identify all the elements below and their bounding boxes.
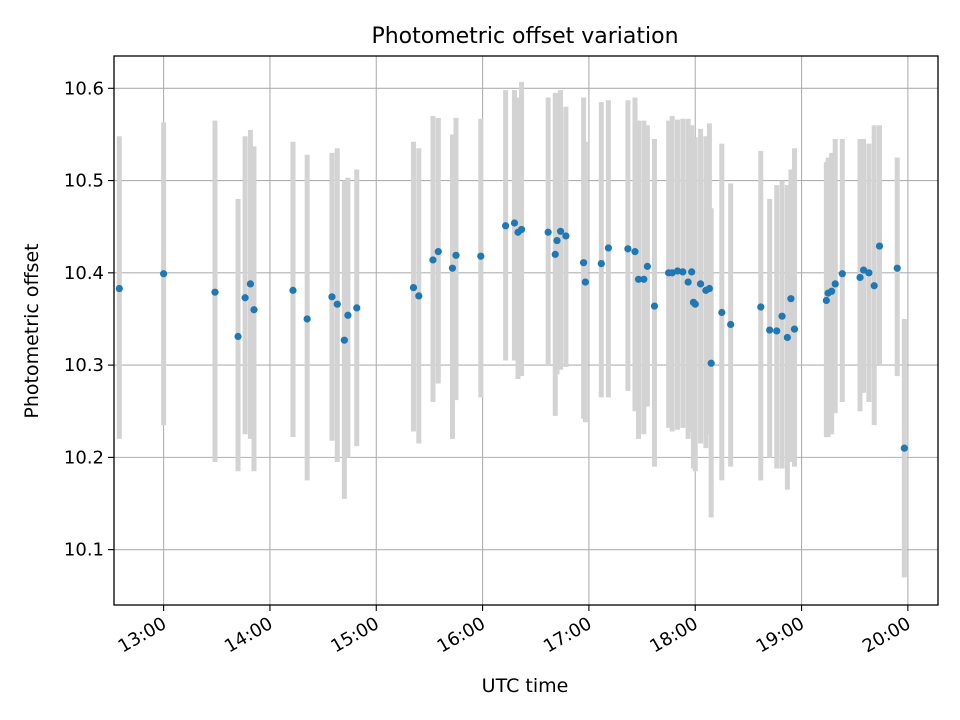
data-point: [303, 315, 311, 323]
y-tick-label: 10.5: [64, 171, 104, 192]
data-point: [409, 283, 418, 292]
data-point: [705, 284, 714, 293]
data-point: [452, 251, 460, 259]
data-point: [691, 300, 699, 308]
data-point: [631, 248, 639, 256]
data-point: [696, 280, 705, 288]
data-point: [246, 280, 255, 288]
data-point: [448, 264, 457, 272]
data-point: [707, 359, 715, 367]
data-point: [870, 282, 878, 290]
data-point: [783, 333, 791, 342]
x-axis-label: UTC time: [482, 675, 569, 697]
data-point: [831, 280, 839, 288]
data-point: [551, 250, 559, 258]
data-point: [838, 270, 846, 278]
data-point: [434, 248, 442, 256]
data-point: [822, 296, 830, 305]
data-point: [328, 293, 336, 301]
data-point: [115, 284, 123, 293]
data-point: [790, 325, 799, 333]
data-point: [553, 236, 561, 245]
chart-title: Photometric offset variation: [371, 24, 678, 49]
data-point: [865, 269, 873, 277]
data-point: [640, 275, 648, 283]
y-tick-label: 10.3: [64, 355, 104, 376]
data-point: [211, 288, 219, 296]
y-axis-label: Photometric offset: [21, 243, 43, 418]
y-tick-label: 10.1: [64, 540, 104, 561]
data-point: [778, 312, 786, 320]
data-point: [344, 311, 352, 319]
data-point: [893, 264, 901, 272]
data-point: [517, 225, 526, 234]
data-point: [289, 286, 297, 294]
data-point: [234, 332, 242, 341]
data-point: [429, 256, 437, 264]
data-point: [650, 302, 659, 310]
data-point: [718, 308, 726, 317]
data-point: [556, 227, 565, 235]
data-point: [624, 245, 632, 253]
data-point: [757, 303, 765, 311]
data-point: [900, 444, 908, 452]
data-point: [340, 336, 348, 344]
data-point: [673, 267, 682, 275]
data-points: [115, 219, 908, 452]
data-point: [544, 228, 552, 236]
data-point: [727, 320, 735, 329]
y-tick-label: 10.2: [64, 447, 104, 468]
data-point: [828, 287, 836, 295]
data-point: [415, 292, 423, 300]
data-point: [634, 275, 643, 283]
data-point: [581, 278, 589, 286]
plot-frame: [113, 55, 939, 606]
data-point: [579, 259, 588, 267]
y-axis-ticks: 10.1 10.2 10.3 10.4 10.5 10.6: [64, 78, 114, 561]
data-point: [250, 306, 258, 314]
data-point: [241, 294, 249, 302]
data-point: [604, 244, 613, 252]
data-point: [773, 327, 781, 335]
data-point: [510, 219, 519, 227]
y-tick-label: 10.4: [64, 263, 104, 284]
data-point: [688, 268, 696, 276]
data-point: [787, 295, 795, 303]
data-point: [679, 268, 687, 276]
data-point: [856, 273, 864, 282]
data-point: [684, 278, 692, 286]
data-point: [333, 300, 341, 308]
data-point: [859, 266, 868, 274]
data-point: [766, 326, 774, 334]
data-point: [643, 262, 651, 270]
data-point: [875, 242, 884, 250]
data-point: [160, 270, 168, 278]
y-tick-label: 10.6: [64, 78, 104, 99]
data-point: [562, 232, 570, 240]
data-point: [597, 260, 605, 268]
data-point: [477, 252, 485, 260]
data-point: [502, 222, 510, 230]
data-point: [353, 304, 361, 312]
